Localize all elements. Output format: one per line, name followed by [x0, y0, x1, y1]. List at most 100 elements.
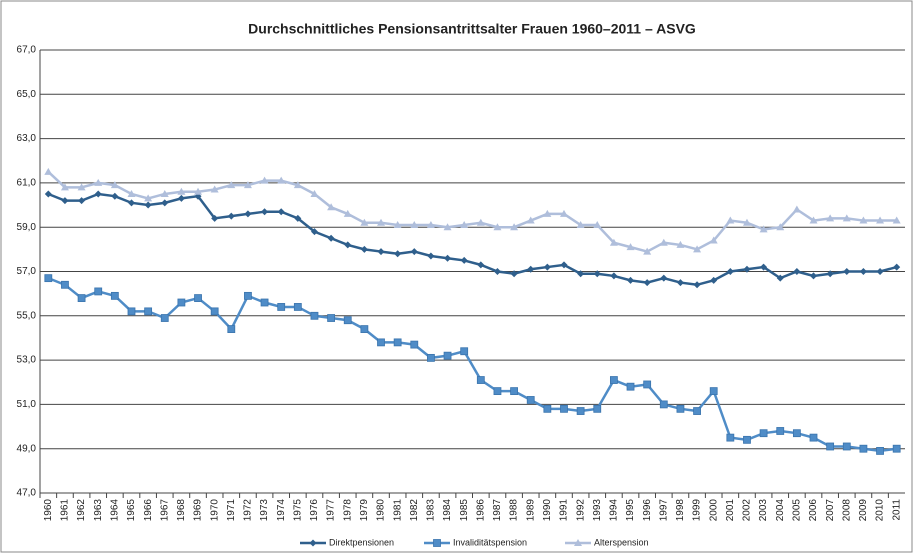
x-tick-label: 2005: [792, 499, 803, 522]
x-tick-label: 1991: [559, 499, 570, 522]
marker: [294, 214, 302, 222]
marker: [293, 303, 302, 311]
marker: [609, 376, 618, 384]
marker: [410, 340, 419, 349]
marker: [344, 241, 352, 249]
x-tick-label: 1999: [692, 499, 703, 522]
marker: [693, 407, 701, 415]
marker: [460, 256, 468, 264]
marker: [643, 279, 651, 287]
marker: [593, 220, 602, 228]
marker: [809, 216, 818, 224]
marker: [510, 387, 518, 396]
marker: [576, 407, 585, 415]
marker: [776, 274, 784, 282]
marker: [94, 178, 103, 186]
marker: [327, 203, 336, 211]
marker: [460, 347, 469, 356]
y-tick-label: 51,0: [17, 399, 37, 410]
x-tick-label: 1977: [326, 499, 337, 522]
legend-label: Direktpensionen: [329, 537, 394, 547]
marker: [643, 380, 652, 389]
marker: [227, 181, 236, 189]
marker: [659, 400, 668, 409]
marker: [327, 234, 335, 242]
marker: [327, 314, 336, 322]
y-tick-label: 67,0: [17, 45, 37, 56]
y-tick-label: 65,0: [17, 89, 37, 100]
x-tick-label: 1996: [642, 499, 653, 522]
marker: [709, 236, 718, 244]
marker: [377, 338, 385, 347]
x-tick-label: 2006: [808, 499, 819, 522]
marker: [710, 276, 718, 284]
marker: [244, 291, 252, 300]
marker: [310, 311, 319, 320]
x-tick-label: 1982: [409, 499, 420, 522]
marker: [394, 250, 402, 258]
x-tick-label: 1964: [109, 499, 120, 522]
series-line: [47, 170, 897, 253]
marker: [809, 433, 818, 442]
marker: [593, 270, 601, 278]
x-tick-label: 1969: [193, 499, 204, 522]
marker: [210, 307, 219, 316]
marker: [227, 212, 235, 220]
x-tick-label: 1973: [259, 499, 270, 522]
y-tick-label: 57,0: [17, 266, 37, 277]
marker: [660, 274, 668, 282]
marker: [626, 382, 635, 391]
marker: [493, 223, 502, 231]
marker: [277, 303, 286, 311]
x-tick-label: 1975: [292, 499, 303, 522]
marker: [194, 294, 202, 302]
marker: [61, 280, 69, 289]
marker: [759, 429, 768, 438]
x-tick-label: 2007: [825, 499, 836, 522]
x-tick-label: 2008: [841, 499, 852, 522]
marker: [393, 220, 402, 228]
marker: [427, 252, 435, 260]
marker: [293, 181, 302, 189]
series-line: [47, 276, 897, 453]
x-tick-label: 2001: [725, 499, 736, 522]
marker: [310, 189, 319, 197]
x-tick-label: 1976: [309, 499, 320, 522]
marker: [77, 294, 86, 302]
marker: [444, 254, 452, 262]
marker: [60, 183, 69, 191]
x-tick-label: 1987: [492, 499, 503, 522]
marker: [260, 298, 269, 307]
marker: [742, 218, 751, 226]
x-tick-label: 1967: [159, 499, 170, 522]
x-tick-label: 1978: [342, 499, 353, 522]
y-tick-label: 55,0: [17, 310, 37, 321]
marker: [810, 272, 818, 280]
legend-label: Alterspension: [594, 537, 649, 547]
marker: [44, 190, 52, 198]
marker: [160, 189, 169, 197]
marker: [743, 435, 751, 444]
marker: [776, 427, 785, 435]
x-tick-label: 2009: [858, 499, 869, 522]
marker: [144, 307, 153, 316]
marker: [211, 214, 219, 222]
marker: [277, 208, 285, 216]
marker: [859, 444, 868, 453]
marker: [433, 539, 441, 547]
marker: [876, 447, 884, 455]
marker: [377, 218, 386, 226]
y-tick-label: 53,0: [17, 355, 37, 366]
marker: [194, 187, 203, 195]
marker: [826, 442, 835, 451]
marker: [826, 270, 834, 278]
marker: [526, 396, 535, 404]
x-tick-label: 1986: [475, 499, 486, 522]
marker: [792, 429, 801, 438]
marker: [826, 214, 835, 222]
marker: [243, 181, 252, 189]
marker: [543, 209, 552, 217]
marker: [760, 263, 768, 271]
x-tick-label: 1992: [575, 499, 586, 522]
marker: [343, 316, 352, 325]
